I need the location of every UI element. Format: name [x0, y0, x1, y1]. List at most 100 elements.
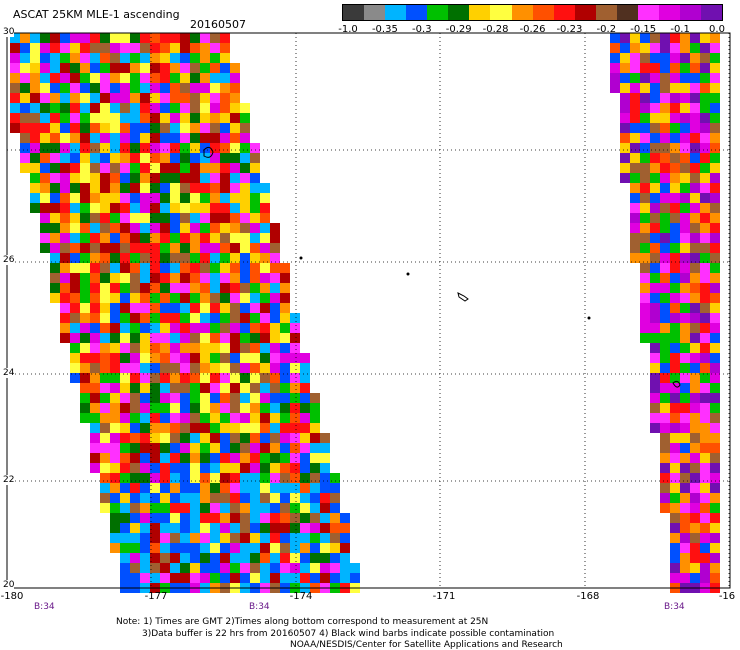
swath-cell — [230, 493, 240, 503]
swath-cell — [40, 173, 50, 183]
swath-cell — [710, 443, 720, 453]
swath-cell — [670, 63, 680, 73]
swath-cell — [230, 273, 240, 283]
swath-cell — [240, 433, 250, 443]
colorbar-segment — [385, 5, 407, 20]
swath-cell — [630, 53, 640, 63]
swath-cell — [650, 233, 660, 243]
swath-cell — [200, 513, 210, 523]
swath-cell — [320, 533, 330, 543]
swath-cell — [700, 433, 710, 443]
swath-cell — [670, 553, 680, 563]
swath-cell — [180, 123, 190, 133]
swath-cell — [180, 103, 190, 113]
island-shape — [672, 380, 681, 388]
swath-cell — [650, 43, 660, 53]
swath-cell — [220, 213, 230, 223]
swath-cell — [160, 123, 170, 133]
colorbar-segment — [427, 5, 449, 20]
swath-cell — [270, 443, 280, 453]
swath-cell — [240, 523, 250, 533]
swath-cell — [210, 223, 220, 233]
swath-cell — [310, 543, 320, 553]
swath-cell — [40, 143, 50, 153]
swath-cell — [90, 43, 100, 53]
swath-cell — [130, 283, 140, 293]
swath-cell — [40, 183, 50, 193]
swath-cell — [320, 513, 330, 523]
swath-cell — [660, 333, 670, 343]
swath-cell — [230, 363, 240, 373]
swath-cell — [50, 203, 60, 213]
swath-cell — [690, 73, 700, 83]
swath-cell — [220, 403, 230, 413]
swath-cell — [690, 393, 700, 403]
swath-cell — [680, 403, 690, 413]
swath-cell — [340, 563, 350, 573]
swath-cell — [220, 263, 230, 273]
swath-cell — [210, 313, 220, 323]
swath-cell — [110, 263, 120, 273]
swath-cell — [710, 483, 720, 493]
swath-cell — [670, 93, 680, 103]
swath-cell — [100, 493, 110, 503]
swath-cell — [60, 313, 70, 323]
colorbar-tick: -0.3 — [412, 24, 432, 35]
swath-cell — [690, 433, 700, 443]
swath-cell — [300, 383, 310, 393]
swath-cell — [220, 163, 230, 173]
swath-cell — [690, 263, 700, 273]
swath-cell — [240, 533, 250, 543]
swath-cell — [180, 133, 190, 143]
swath-cell — [650, 203, 660, 213]
swath-cell — [240, 563, 250, 573]
swath-cell — [630, 43, 640, 53]
swath-cell — [700, 193, 710, 203]
swath-cell — [680, 83, 690, 93]
colorbar-segment — [469, 5, 491, 20]
swath-cell — [10, 43, 20, 53]
swath-cell — [100, 343, 110, 353]
swath-cell — [190, 33, 200, 43]
swath-cell — [220, 333, 230, 343]
swath-cell — [90, 443, 100, 453]
swath-cell — [320, 523, 330, 533]
swath-cell — [180, 483, 190, 493]
swath-cell — [230, 153, 240, 163]
swath-cell — [170, 73, 180, 83]
swath-cell — [260, 413, 270, 423]
swath-cell — [110, 193, 120, 203]
swath-cell — [160, 53, 170, 63]
swath-cell — [280, 413, 290, 423]
swath-cell — [80, 243, 90, 253]
swath-cell — [190, 173, 200, 183]
swath-cell — [90, 463, 100, 473]
swath-cell — [650, 123, 660, 133]
swath-cell — [120, 493, 130, 503]
swath-cell — [90, 73, 100, 83]
swath-cell — [200, 123, 210, 133]
swath-cell — [240, 143, 250, 153]
lon-tick: -168 — [576, 591, 600, 602]
swath-cell — [700, 83, 710, 93]
swath-cell — [230, 353, 240, 363]
swath-cell — [630, 33, 640, 43]
swath-cell — [200, 43, 210, 53]
swath-cell — [710, 553, 720, 563]
swath-cell — [610, 63, 620, 73]
swath-cell — [290, 533, 300, 543]
swath-cell — [210, 363, 220, 373]
swath-cell — [190, 473, 200, 483]
swath-cell — [190, 373, 200, 383]
swath-cell — [310, 403, 320, 413]
swath-cell — [660, 243, 670, 253]
swath-cell — [150, 453, 160, 463]
swath-cell — [270, 493, 280, 503]
swath-cell — [100, 323, 110, 333]
swath-cell — [150, 313, 160, 323]
swath-cell — [700, 213, 710, 223]
swath-cell — [200, 143, 210, 153]
swath-cell — [270, 283, 280, 293]
swath-cell — [670, 83, 680, 93]
swath-cell — [670, 293, 680, 303]
